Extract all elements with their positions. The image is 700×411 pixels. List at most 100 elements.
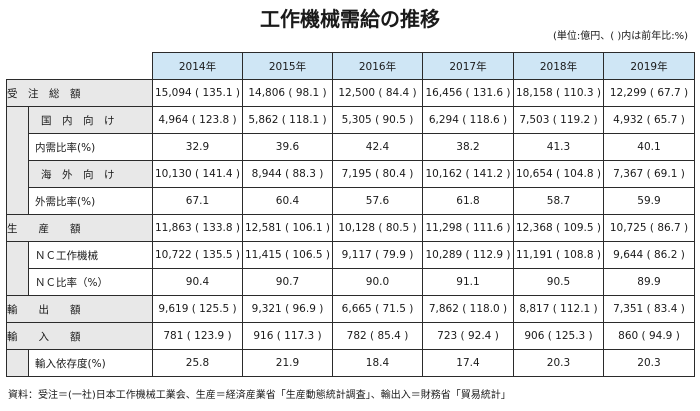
table-cell: 9,117 ( 79.9 ): [332, 241, 423, 269]
table-cell: 7,503 ( 119.2 ): [513, 106, 604, 134]
table-cell: 32.9: [152, 133, 243, 161]
table-cell: 7,367 ( 69.1 ): [603, 160, 695, 188]
table-row: 輸 入 額 781 ( 123.9 ) 916 ( 117.3 ) 782 ( …: [6, 322, 695, 350]
table-row: ＮＣ工作機械 10,722 ( 135.5 ) 11,415 ( 106.5 )…: [6, 241, 695, 296]
year-header: 2016年: [332, 52, 423, 80]
row-label-orders-total: 受 注 総 額: [6, 79, 153, 107]
table-cell: 12,299 ( 67.7 ): [603, 79, 695, 107]
table-cell: 20.3: [603, 349, 695, 377]
table-cell: 90.4: [152, 268, 243, 296]
table-row: 内需比率(%) 32.9 39.6 42.4 38.2 41.3 40.1: [7, 133, 695, 161]
table-cell: 11,863 ( 133.8 ): [152, 214, 243, 242]
table-cell: 5,862 ( 118.1 ): [242, 106, 333, 134]
table-row: 国 内 向 け 4,964 ( 123.8 ) 5,862 ( 118.1 ) …: [6, 106, 695, 215]
table-cell: 90.5: [513, 268, 604, 296]
table-cell: 906 ( 125.3 ): [513, 322, 604, 350]
table-cell: 11,298 ( 111.6 ): [422, 214, 514, 242]
table-row: 受 注 総 額 15,094 ( 135.1 ) 14,806 ( 98.1 )…: [6, 79, 695, 107]
table-cell: 860 ( 94.9 ): [603, 322, 695, 350]
table-cell: 14,806 ( 98.1 ): [242, 79, 333, 107]
table-cell: 10,289 ( 112.9 ): [422, 241, 514, 269]
row-label-overseas-ratio: 外需比率(%): [28, 187, 153, 215]
table-cell: 4,932 ( 65.7 ): [603, 106, 695, 134]
header-corner: [6, 52, 153, 80]
table-row: 外需比率(%) 67.1 60.4 57.6 61.8 58.7 59.9: [7, 187, 695, 215]
row-group-indent: [6, 106, 29, 215]
table-cell: 25.8: [152, 349, 243, 377]
table-cell: 60.4: [242, 187, 333, 215]
row-label-import-dependency: 輸入依存度(%): [28, 349, 153, 377]
table-cell: 10,722 ( 135.5 ): [152, 241, 243, 269]
table-cell: 9,644 ( 86.2 ): [603, 241, 695, 269]
table-cell: 5,305 ( 90.5 ): [332, 106, 423, 134]
table-row: ＮＣ比率（%） 90.4 90.7 90.0 91.1 90.5 89.9: [7, 268, 695, 296]
table-cell: 916 ( 117.3 ): [242, 322, 333, 350]
table-row: 輸 出 額 9,619 ( 125.5 ) 9,321 ( 96.9 ) 6,6…: [6, 295, 695, 323]
row-label-production: 生 産 額: [6, 214, 153, 242]
table-cell: 16,456 ( 131.6 ): [422, 79, 514, 107]
table-row: 輸入依存度(%) 25.8 21.9 18.4 17.4 20.3 20.3: [6, 349, 695, 377]
table-cell: 9,321 ( 96.9 ): [242, 295, 333, 323]
row-group-indent: [6, 349, 29, 377]
table-cell: 17.4: [422, 349, 514, 377]
table-cell: 4,964 ( 123.8 ): [152, 106, 243, 134]
table-cell: 8,944 ( 88.3 ): [242, 160, 333, 188]
table-cell: 18.4: [332, 349, 423, 377]
table-cell: 57.6: [332, 187, 423, 215]
table-cell: 39.6: [242, 133, 333, 161]
table-cell: 90.7: [242, 268, 333, 296]
year-header: 2019年: [603, 52, 695, 80]
table-cell: 89.9: [603, 268, 695, 296]
table-cell: 12,368 ( 109.5 ): [513, 214, 604, 242]
year-header: 2017年: [422, 52, 514, 80]
table-cell: 20.3: [513, 349, 604, 377]
year-header: 2018年: [513, 52, 604, 80]
table-cell: 18,158 ( 110.3 ): [513, 79, 604, 107]
table-cell: 61.8: [422, 187, 514, 215]
table-cell: 7,862 ( 118.0 ): [422, 295, 514, 323]
table-cell: 58.7: [513, 187, 604, 215]
table-cell: 6,665 ( 71.5 ): [332, 295, 423, 323]
table-cell: 21.9: [242, 349, 333, 377]
table-cell: 67.1: [152, 187, 243, 215]
row-label-imports: 輸 入 額: [6, 322, 153, 350]
year-header: 2015年: [242, 52, 333, 80]
supply-demand-table: 2014年 2015年 2016年 2017年 2018年 2019年 受 注 …: [6, 52, 695, 377]
table-cell: 90.0: [332, 268, 423, 296]
source-note: 資料：受注＝(一社)日本工作機械工業会、生産＝経済産業省「生産動態統計調査」、輸…: [8, 390, 511, 401]
table-cell: 8,817 ( 112.1 ): [513, 295, 604, 323]
row-label-nc-machines: ＮＣ工作機械: [28, 241, 153, 269]
year-header: 2014年: [152, 52, 243, 80]
table-cell: 782 ( 85.4 ): [332, 322, 423, 350]
table-cell: 10,654 ( 104.8 ): [513, 160, 604, 188]
row-label-domestic: 国 内 向 け: [28, 106, 153, 134]
table-cell: 7,195 ( 80.4 ): [332, 160, 423, 188]
table-cell: 11,415 ( 106.5 ): [242, 241, 333, 269]
table-cell: 10,128 ( 80.5 ): [332, 214, 423, 242]
table-cell: 7,351 ( 83.4 ): [603, 295, 695, 323]
row-label-overseas: 海 外 向 け: [28, 160, 153, 188]
table-cell: 41.3: [513, 133, 604, 161]
table-cell: 10,725 ( 86.7 ): [603, 214, 695, 242]
table-cell: 9,619 ( 125.5 ): [152, 295, 243, 323]
table-cell: 11,191 ( 108.8 ): [513, 241, 604, 269]
table-row: 海 外 向 け 10,130 ( 141.4 ) 8,944 ( 88.3 ) …: [7, 160, 695, 188]
table-cell: 781 ( 123.9 ): [152, 322, 243, 350]
table-cell: 42.4: [332, 133, 423, 161]
unit-note: (単位:億円、( )内は前年比:%): [552, 31, 688, 42]
table-row: 生 産 額 11,863 ( 133.8 ) 12,581 ( 106.1 ) …: [6, 214, 695, 242]
table-cell: 10,130 ( 141.4 ): [152, 160, 243, 188]
table-cell: 15,094 ( 135.1 ): [152, 79, 243, 107]
table-cell: 12,581 ( 106.1 ): [242, 214, 333, 242]
header-row: 2014年 2015年 2016年 2017年 2018年 2019年: [6, 52, 695, 80]
row-label-domestic-ratio: 内需比率(%): [28, 133, 153, 161]
row-label-nc-ratio: ＮＣ比率（%）: [28, 268, 153, 296]
table-cell: 6,294 ( 118.6 ): [422, 106, 514, 134]
table-cell: 12,500 ( 84.4 ): [332, 79, 423, 107]
row-label-exports: 輸 出 額: [6, 295, 153, 323]
table-cell: 40.1: [603, 133, 695, 161]
table-cell: 723 ( 92.4 ): [422, 322, 514, 350]
row-group-indent: [6, 241, 29, 296]
table-cell: 38.2: [422, 133, 514, 161]
table-cell: 91.1: [422, 268, 514, 296]
